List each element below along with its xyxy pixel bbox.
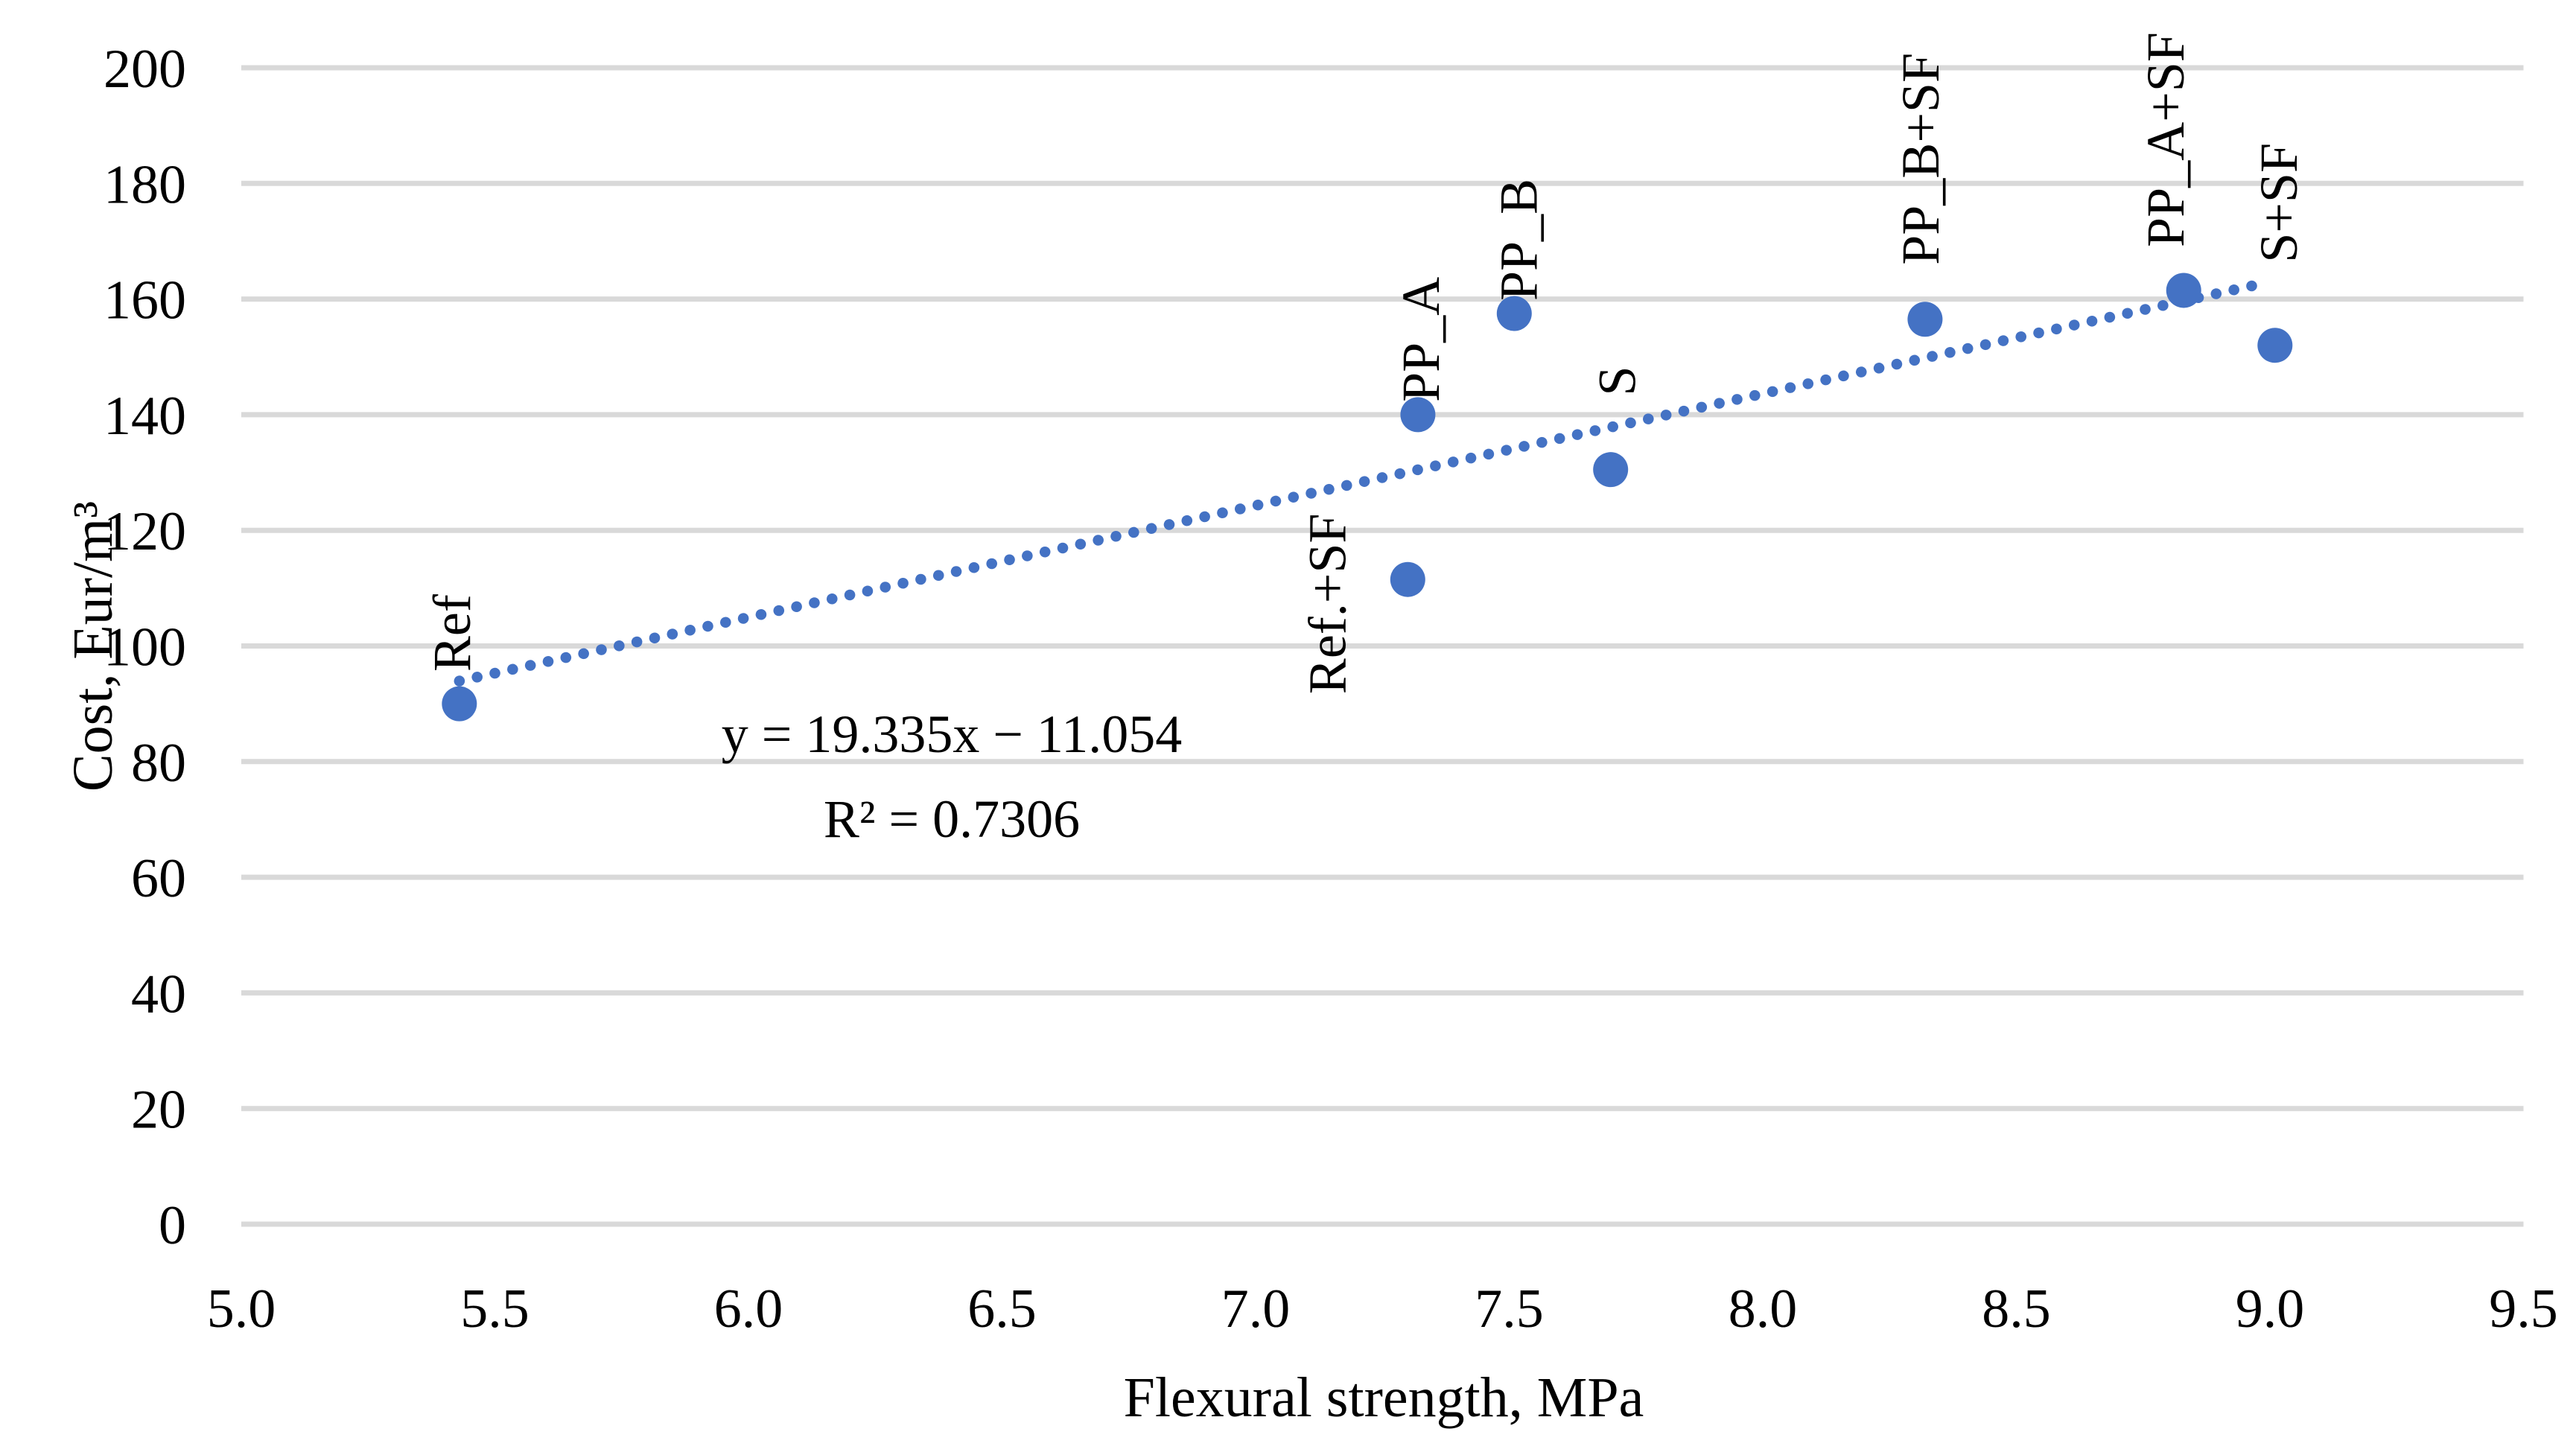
data-point-S xyxy=(1593,452,1629,488)
y-tick-label-200: 200 xyxy=(104,39,186,100)
point-label-S: S xyxy=(1588,366,1647,396)
y-tick-labels-group: 0 20 40 60 80 100 120 140 160 180 200 xyxy=(104,39,186,1256)
y-tick-label-80: 80 xyxy=(131,733,186,794)
data-point-PP_B+SF xyxy=(1907,302,1943,337)
x-tick-label-8.5: 8.5 xyxy=(1982,1279,2051,1340)
trendline xyxy=(454,278,2265,687)
point-label-PP_B: PP_B xyxy=(1489,179,1548,301)
point-label-Ref.+SF: Ref.+SF xyxy=(1297,514,1357,695)
y-tick-label-60: 60 xyxy=(131,848,186,909)
x-tick-label-7.5: 7.5 xyxy=(1475,1279,1544,1340)
y-tick-label-100: 100 xyxy=(104,617,186,678)
x-tick-label-8.0: 8.0 xyxy=(1729,1279,1798,1340)
x-tick-label-6.0: 6.0 xyxy=(714,1279,783,1340)
point-labels-group: Ref Ref.+SF PP_A PP_B S PP_B+SF PP_A+SF S+SF xyxy=(422,32,2309,694)
point-label-PP_A: PP_A xyxy=(1391,277,1451,402)
data-point-S+SF xyxy=(2257,328,2293,363)
x-tick-label-9.0: 9.0 xyxy=(2236,1279,2305,1340)
x-tick-label-5.5: 5.5 xyxy=(460,1279,529,1340)
trendline-r-squared: R² = 0.7306 xyxy=(824,789,1080,849)
x-tick-label-5.0: 5.0 xyxy=(207,1279,276,1340)
y-tick-label-120: 120 xyxy=(104,501,186,562)
data-point-PP_A xyxy=(1400,397,1436,433)
y-tick-label-160: 160 xyxy=(104,270,186,331)
x-tick-label-9.5: 9.5 xyxy=(2489,1279,2558,1340)
y-tick-label-40: 40 xyxy=(131,964,186,1025)
data-point-PP_B xyxy=(1496,296,1532,331)
y-tick-label-180: 180 xyxy=(104,154,186,215)
y-tick-label-0: 0 xyxy=(159,1195,186,1256)
trendline-equation: y = 19.335x − 11.054 xyxy=(722,704,1183,764)
point-label-Ref: Ref xyxy=(422,594,482,672)
point-label-PP_A+SF: PP_A+SF xyxy=(2136,32,2195,247)
x-axis-title: Flexural strength, MPa xyxy=(1124,1366,1644,1429)
x-tick-labels-group: 5.0 5.5 6.0 6.5 7.0 7.5 8.0 8.5 9.0 9.5 xyxy=(207,1279,2558,1340)
data-points-group xyxy=(442,273,2293,722)
data-point-Ref xyxy=(442,686,477,722)
y-axis-title: Cost, Eur/m³ xyxy=(62,501,124,792)
x-tick-label-6.5: 6.5 xyxy=(967,1279,1037,1340)
data-point-Ref.+SF xyxy=(1390,561,1425,597)
point-label-PP_B+SF: PP_B+SF xyxy=(1891,53,1950,265)
y-tick-label-140: 140 xyxy=(104,386,186,447)
data-point-PP_A+SF xyxy=(2166,273,2201,308)
x-tick-label-7.0: 7.0 xyxy=(1221,1279,1291,1340)
y-tick-label-20: 20 xyxy=(131,1080,186,1141)
trendline-group xyxy=(454,278,2265,687)
point-label-S+SF: S+SF xyxy=(2249,143,2309,263)
